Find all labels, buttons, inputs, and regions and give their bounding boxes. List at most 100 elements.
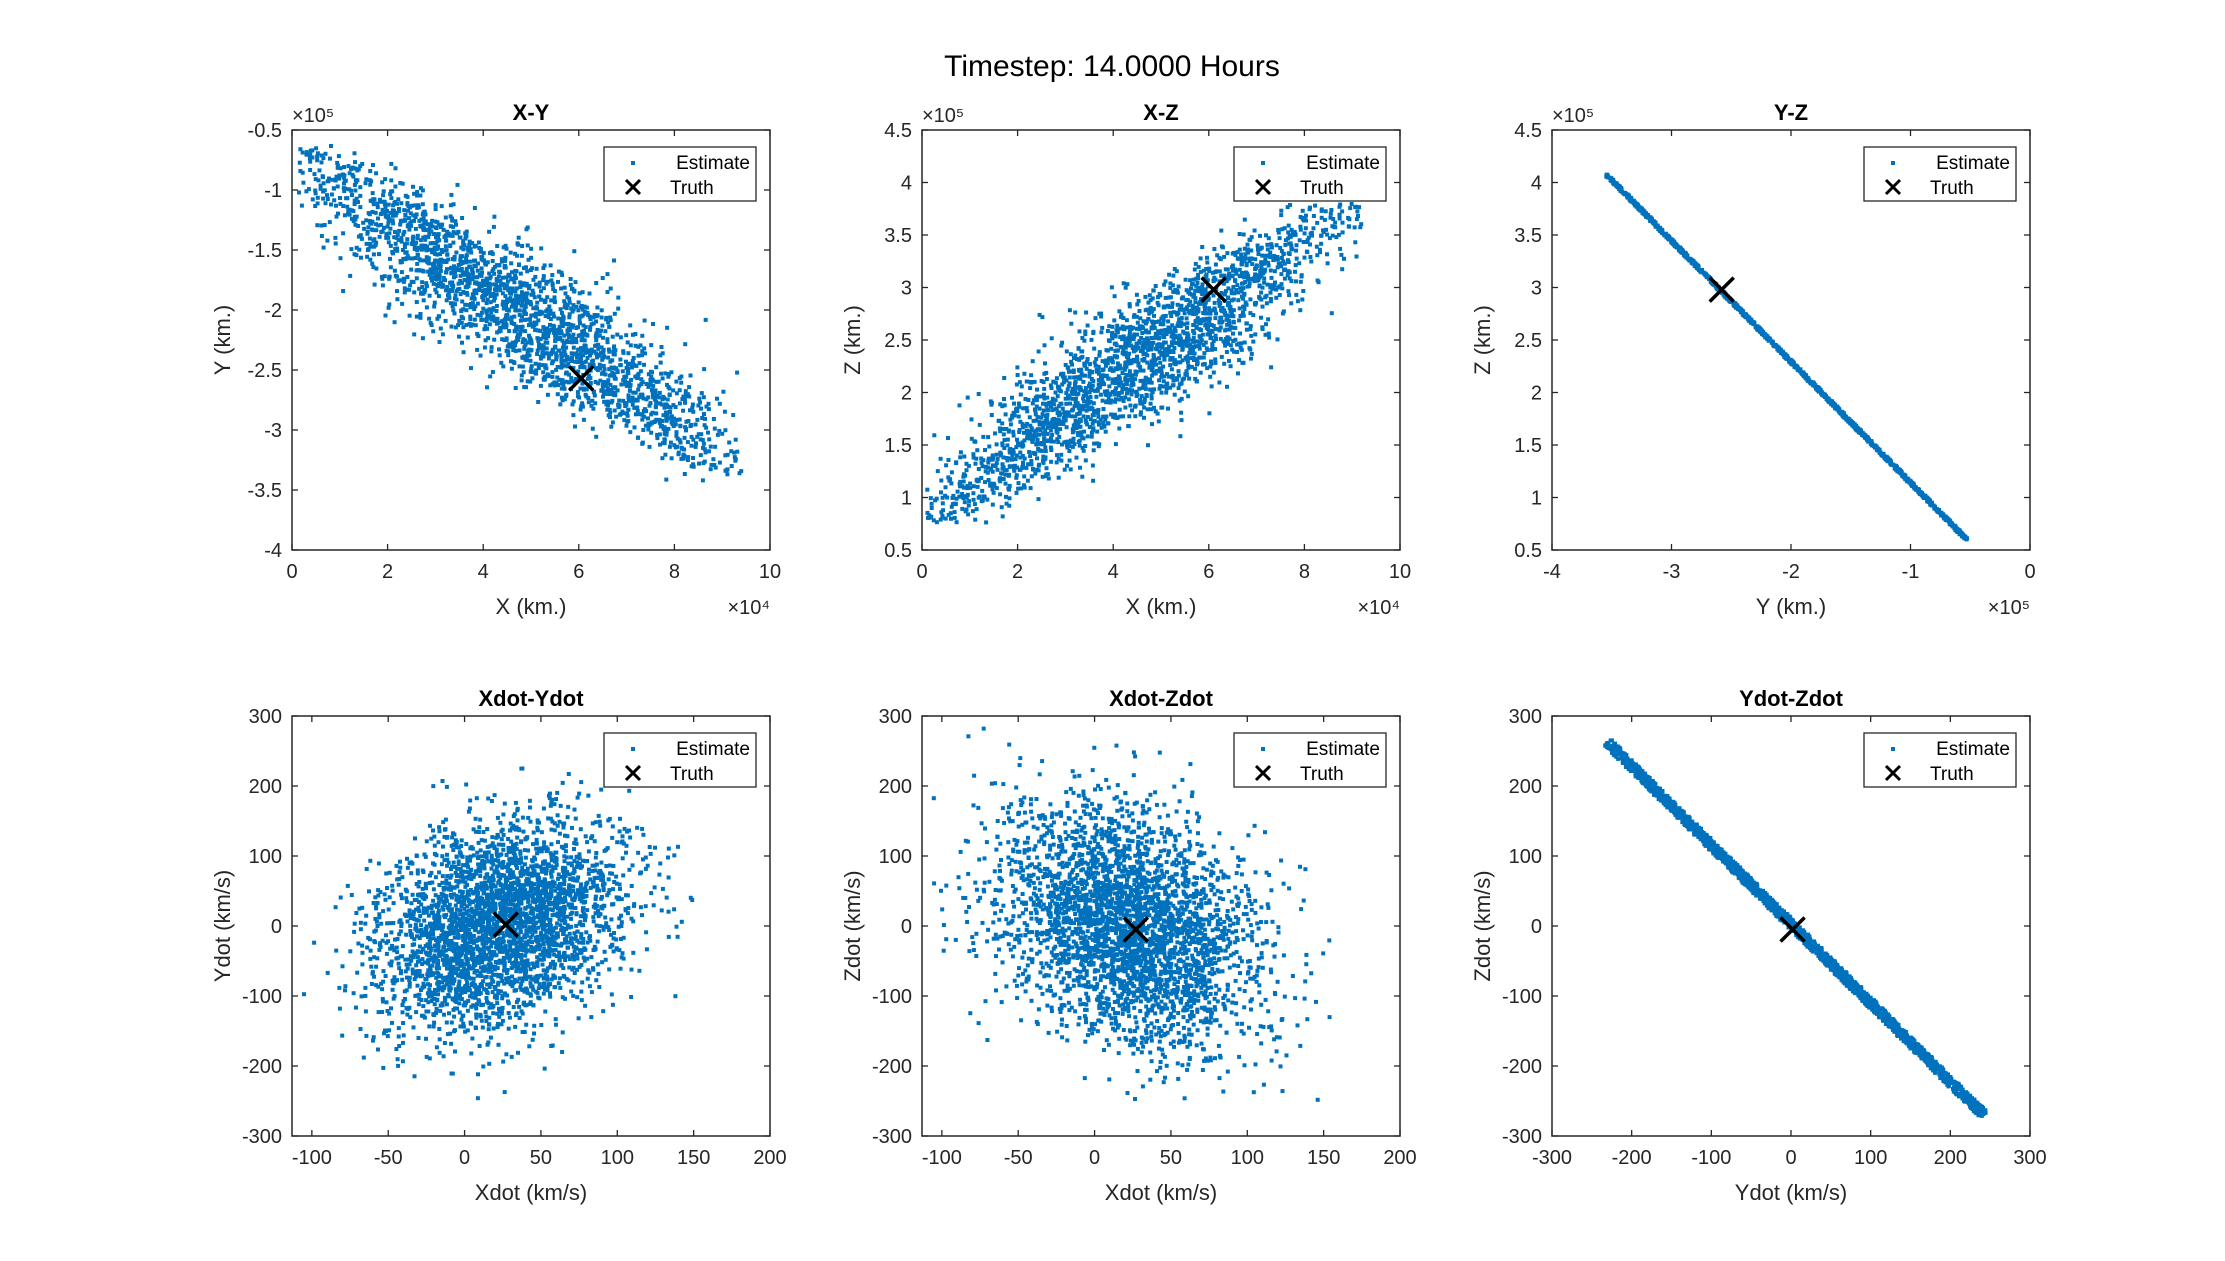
estimate-point <box>1200 245 1205 249</box>
estimate-point <box>353 166 358 171</box>
estimate-point <box>1232 291 1237 296</box>
estimate-point <box>529 348 534 353</box>
estimate-point <box>451 308 456 313</box>
estimate-point <box>685 440 690 445</box>
estimate-point <box>1124 354 1129 359</box>
estimate-point <box>735 449 740 454</box>
estimate-point <box>392 268 397 273</box>
estimate-point <box>604 383 609 388</box>
estimate-point <box>633 412 638 417</box>
estimate-point <box>1192 351 1197 356</box>
estimate-point <box>1052 416 1056 421</box>
estimate-point <box>1123 343 1128 348</box>
estimate-point <box>1234 288 1239 292</box>
estimate-point <box>612 408 617 413</box>
estimate-point <box>966 512 971 517</box>
estimate-point <box>1221 273 1226 278</box>
estimate-point <box>393 184 398 189</box>
estimate-point <box>633 390 638 395</box>
estimate-point <box>686 419 691 423</box>
estimate-point <box>1244 270 1249 275</box>
estimate-point <box>313 177 318 182</box>
estimate-point <box>338 256 343 261</box>
estimate-point <box>1184 336 1189 341</box>
estimate-point <box>1064 443 1069 448</box>
estimate-point <box>628 430 633 435</box>
estimate-point <box>403 218 408 223</box>
estimate-point <box>533 328 538 333</box>
estimate-point <box>1083 389 1088 394</box>
estimate-point <box>1268 297 1273 301</box>
estimate-point <box>1184 288 1189 293</box>
estimate-point <box>499 259 504 264</box>
estimate-point <box>1213 270 1218 275</box>
estimate-point <box>510 340 515 345</box>
estimate-point <box>664 418 669 423</box>
estimate-point <box>1266 260 1271 265</box>
y-tick-label: 1 <box>901 488 912 510</box>
estimate-point <box>990 469 995 474</box>
estimate-point <box>409 267 414 272</box>
estimate-point <box>371 252 376 257</box>
estimate-point <box>546 334 551 339</box>
estimate-point <box>1046 476 1051 481</box>
estimate-point <box>636 371 641 376</box>
estimate-point <box>543 314 548 318</box>
estimate-point <box>425 222 430 227</box>
estimate-point <box>681 456 686 461</box>
estimate-point <box>1005 458 1010 463</box>
estimate-point <box>1118 414 1123 419</box>
estimate-point <box>1149 407 1154 412</box>
estimate-point <box>553 328 558 333</box>
estimate-point <box>982 494 986 499</box>
estimate-point <box>304 189 309 194</box>
estimate-point <box>452 296 457 301</box>
estimate-point <box>436 222 441 227</box>
estimate-point <box>1010 395 1014 400</box>
estimate-point <box>420 268 425 273</box>
estimate-point <box>446 257 451 262</box>
estimate-point <box>733 437 738 442</box>
estimate-point <box>341 289 346 293</box>
estimate-point <box>468 314 473 319</box>
estimate-point <box>1237 358 1242 363</box>
estimate-point <box>1187 351 1192 355</box>
estimate-point <box>1150 388 1155 393</box>
estimate-point <box>1059 452 1064 457</box>
estimate-point <box>379 230 384 234</box>
estimate-point <box>472 281 477 286</box>
estimate-point <box>1106 356 1111 361</box>
estimate-point <box>552 314 556 319</box>
estimate-point <box>964 468 969 473</box>
estimate-point <box>472 317 477 322</box>
estimate-point <box>450 216 454 221</box>
estimate-point <box>673 405 678 409</box>
estimate-point <box>395 232 400 237</box>
estimate-point <box>616 306 621 311</box>
estimate-point <box>491 224 496 229</box>
estimate-point <box>486 336 491 341</box>
estimate-point <box>591 406 596 411</box>
estimate-point <box>1225 315 1230 320</box>
estimate-point <box>626 395 631 400</box>
estimate-point <box>1048 421 1053 426</box>
estimate-point <box>1109 412 1114 417</box>
estimate-point <box>1000 466 1005 471</box>
estimate-point <box>473 275 477 280</box>
estimate-point <box>1084 359 1089 364</box>
estimate-point <box>399 278 403 283</box>
estimate-point <box>1199 317 1203 322</box>
estimate-point <box>1264 233 1268 238</box>
estimate-point <box>666 426 671 431</box>
estimate-point <box>1185 321 1190 326</box>
estimate-point <box>512 314 517 319</box>
estimate-point <box>1170 349 1175 354</box>
estimate-point <box>422 288 427 292</box>
estimate-point <box>564 379 569 384</box>
estimate-point <box>1279 249 1284 253</box>
estimate-point <box>626 371 631 375</box>
estimate-point <box>1281 251 1286 256</box>
estimate-point <box>1069 369 1074 374</box>
estimate-point <box>1069 414 1074 419</box>
